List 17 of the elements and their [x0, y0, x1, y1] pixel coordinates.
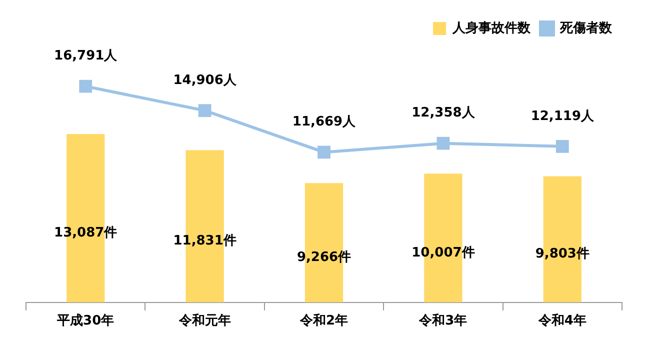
data-label: 14,906人 [173, 72, 238, 88]
x-tick-label: 令和元年 [178, 312, 231, 329]
x-tick-label: 令和4年 [537, 312, 586, 329]
point [436, 136, 450, 150]
x-tick-label: 令和3年 [418, 312, 468, 329]
data-label: 12,119人 [530, 108, 595, 124]
data-label: 12,358人 [412, 106, 476, 121]
legend-label: 人身事故件数 [452, 20, 532, 36]
point [556, 140, 569, 153]
point [198, 104, 212, 118]
point [79, 80, 92, 93]
x-tick-label: 平成30年 [56, 314, 114, 329]
point [318, 146, 330, 159]
data-label: 11,669人 [292, 114, 357, 130]
legend-label: 死傷者数 [559, 20, 613, 36]
x-tick-label: 令和2年 [298, 312, 348, 329]
data-label: 16,791人 [54, 48, 118, 64]
